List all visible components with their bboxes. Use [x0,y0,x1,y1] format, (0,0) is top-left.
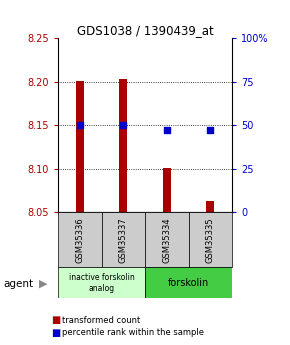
Bar [102,212,145,267]
Text: agent: agent [3,279,33,288]
Point [77,122,82,128]
Point [208,128,213,133]
Text: GSM35336: GSM35336 [75,217,84,263]
Point [121,122,126,128]
Bar [76,81,84,212]
Text: ■: ■ [51,315,60,325]
Text: ■: ■ [51,328,60,338]
Title: GDS1038 / 1390439_at: GDS1038 / 1390439_at [77,24,213,37]
Text: transformed count: transformed count [62,316,141,325]
Bar [58,267,145,298]
Bar [163,168,171,212]
Text: GSM35334: GSM35334 [162,217,171,263]
Bar [119,79,127,212]
Text: forskolin: forskolin [168,278,209,288]
Bar [145,212,188,267]
Text: percentile rank within the sample: percentile rank within the sample [62,328,204,337]
Bar [188,212,232,267]
Bar [206,201,214,212]
Text: inactive forskolin
analog: inactive forskolin analog [69,273,134,293]
Text: ▶: ▶ [39,279,48,288]
Text: GSM35337: GSM35337 [119,217,128,263]
Point [164,128,169,133]
Bar [145,267,232,298]
Text: GSM35335: GSM35335 [206,217,215,263]
Bar [58,212,102,267]
